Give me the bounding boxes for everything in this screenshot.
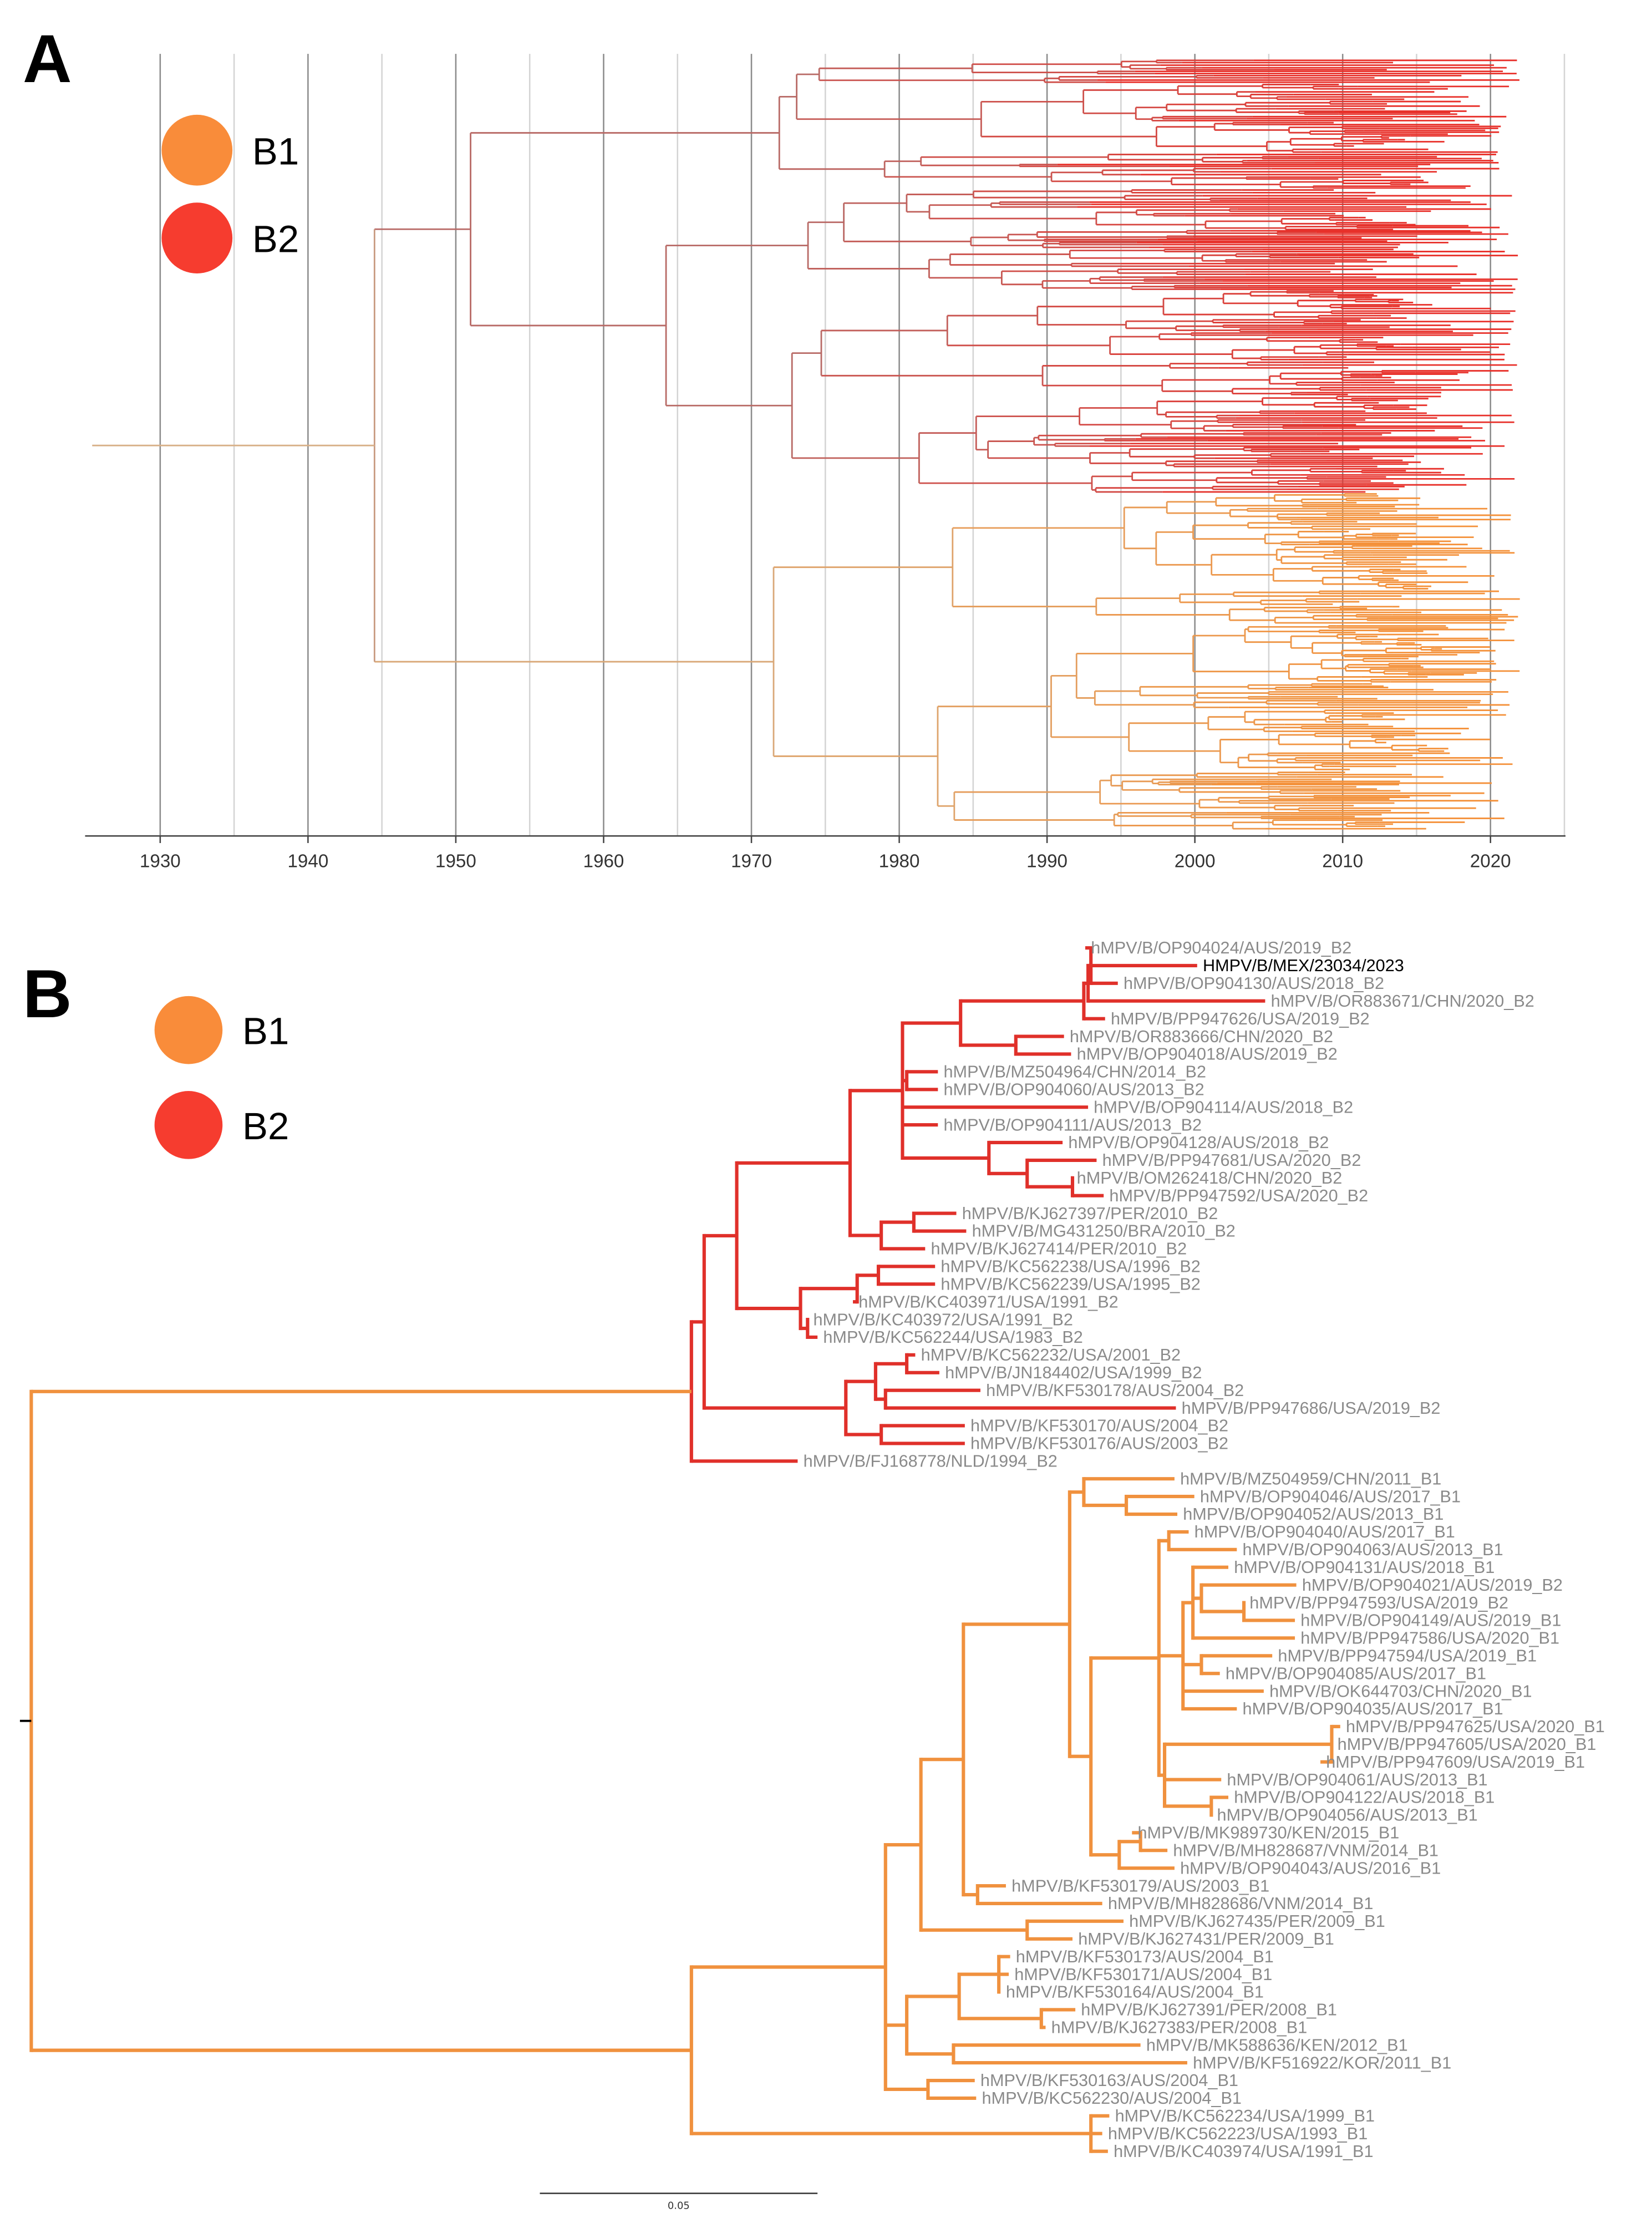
tip-label: hMPV/B/KC403972/USA/1991_B2 [814, 1310, 1073, 1329]
tip-label: hMPV/B/OP904085/AUS/2017_B1 [1226, 1664, 1486, 1683]
panel-b-legend: B1 B2 [154, 996, 289, 1159]
tip-label: hMPV/B/PP947594/USA/2019_B1 [1278, 1646, 1537, 1665]
x-tick-label: 1930 [140, 851, 181, 871]
tip-label: hMPV/B/OP904122/AUS/2018_B1 [1234, 1788, 1495, 1807]
tip-label: hMPV/B/OR883666/CHN/2020_B2 [1070, 1027, 1333, 1046]
legend-b2-swatch [154, 1091, 223, 1159]
tip-label: hMPV/B/PP947605/USA/2020_B1 [1338, 1735, 1597, 1754]
tip-label: hMPV/B/KF530176/AUS/2003_B2 [970, 1434, 1228, 1453]
tip-label: hMPV/B/OP904052/AUS/2013_B1 [1183, 1505, 1443, 1524]
tip-label: hMPV/B/OP904024/AUS/2019_B2 [1091, 938, 1351, 957]
tip-label: hMPV/B/MZ504964/CHN/2014_B2 [944, 1063, 1206, 1082]
legend-b2-label: B2 [242, 1105, 289, 1148]
panel-b-tree [19, 946, 1340, 2153]
tip-label: hMPV/B/OP904046/AUS/2017_B1 [1200, 1487, 1461, 1506]
tip-label: hMPV/B/OP904060/AUS/2013_B2 [944, 1080, 1204, 1099]
legend-b2-swatch [161, 202, 233, 274]
tip-label: hMPV/B/KJ627383/PER/2008_B1 [1051, 2018, 1308, 2037]
tip-label: hMPV/B/PP947593/USA/2019_B2 [1249, 1593, 1508, 1612]
scale-bar-label: 0.05 [668, 2200, 690, 2212]
tip-label: hMPV/B/MZ504959/CHN/2011_B1 [1180, 1469, 1441, 1488]
tip-label: hMPV/B/MH828686/VNM/2014_B1 [1108, 1894, 1374, 1913]
highlighted-tip-label: HMPV/B/MEX/23034/2023 [1203, 956, 1404, 975]
legend-b1-label: B1 [252, 130, 299, 172]
tip-label: hMPV/B/MH828687/VNM/2014_B1 [1173, 1841, 1438, 1860]
tip-label: hMPV/B/KC403974/USA/1991_B1 [1114, 2142, 1373, 2161]
x-tick-label: 1970 [731, 851, 772, 871]
tip-label: hMPV/B/OP904043/AUS/2016_B1 [1180, 1859, 1441, 1877]
tip-label: hMPV/B/OP904061/AUS/2013_B1 [1227, 1770, 1487, 1789]
tip-label: hMPV/B/OP904114/AUS/2018_B2 [1094, 1098, 1353, 1116]
tip-label: hMPV/B/PP947625/USA/2020_B1 [1346, 1717, 1605, 1736]
tip-label: hMPV/B/OM262418/CHN/2020_B2 [1077, 1169, 1343, 1187]
tip-label: hMPV/B/PP947681/USA/2020_B2 [1102, 1151, 1361, 1170]
tip-label: hMPV/B/PP947686/USA/2019_B2 [1182, 1399, 1441, 1418]
panel-a-tree [92, 59, 1520, 830]
tip-label: hMPV/B/OP904040/AUS/2017_B1 [1194, 1522, 1455, 1541]
x-tick-label: 2000 [1175, 851, 1216, 871]
tip-label: hMPV/B/PP947626/USA/2019_B2 [1111, 1009, 1370, 1028]
tip-label: hMPV/B/KC562238/USA/1996_B2 [941, 1257, 1200, 1276]
tip-label: hMPV/B/OP904063/AUS/2013_B1 [1243, 1540, 1503, 1559]
legend-b1-swatch [161, 114, 233, 186]
tip-label: hMPV/B/OP904149/AUS/2019_B1 [1300, 1611, 1561, 1630]
x-tick-label: 1990 [1026, 851, 1068, 871]
tip-label: hMPV/B/MG431250/BRA/2010_B2 [972, 1222, 1236, 1241]
tip-label: hMPV/B/PP947592/USA/2020_B2 [1109, 1186, 1368, 1205]
tip-label: hMPV/B/FJ168778/NLD/1994_B2 [804, 1452, 1058, 1471]
tip-label: hMPV/B/KC562223/USA/1993_B1 [1108, 2124, 1368, 2143]
panel-a-time-tree: 1930 1940 1950 1960 1970 1980 1990 2000 2010 2020… [23, 21, 1565, 871]
tip-label: hMPV/B/KC562239/USA/1995_B2 [941, 1275, 1200, 1293]
tip-label: hMPV/B/OP904021/AUS/2019_B2 [1302, 1576, 1563, 1595]
x-tick-label: 2020 [1470, 851, 1511, 871]
tip-label: hMPV/B/KJ627414/PER/2010_B2 [931, 1240, 1187, 1258]
tip-label: hMPV/B/OP904131/AUS/2018_B1 [1234, 1558, 1495, 1577]
panel-b-distance-tree: B B1 B2 hMPV/B/OP904024/AUS/2019_B2HMPV/… [19, 938, 1605, 2212]
tip-label: hMPV/B/OP904018/AUS/2019_B2 [1077, 1045, 1338, 1064]
legend-b1-swatch [154, 996, 223, 1064]
tip-label: hMPV/B/KC562232/USA/2001_B2 [921, 1346, 1181, 1364]
tip-label: hMPV/B/KJ627397/PER/2010_B2 [962, 1204, 1218, 1223]
tip-label: hMPV/B/PP947586/USA/2020_B1 [1300, 1629, 1559, 1648]
tip-label: hMPV/B/KJ627431/PER/2009_B1 [1078, 1930, 1334, 1948]
tip-label: hMPV/B/MK989730/KEN/2015_B1 [1138, 1824, 1400, 1843]
x-tick-label: 1950 [435, 851, 476, 871]
tip-label: hMPV/B/KF530171/AUS/2004_B1 [1014, 1965, 1272, 1984]
panel-a-x-ticks: 1930 1940 1950 1960 1970 1980 1990 2000 2010 2020 [140, 836, 1511, 871]
tip-label: hMPV/B/KJ627435/PER/2009_B1 [1129, 1912, 1385, 1931]
legend-b1-label: B1 [242, 1010, 289, 1053]
tip-label: hMPV/B/JN184402/USA/1999_B2 [945, 1363, 1202, 1382]
tip-label: hMPV/B/OP904056/AUS/2013_B1 [1217, 1806, 1478, 1825]
tip-label: hMPV/B/PP947609/USA/2019_B1 [1326, 1753, 1585, 1772]
panel-b-letter: B [23, 956, 72, 1032]
x-tick-label: 2010 [1322, 851, 1363, 871]
tip-label: hMPV/B/KC562230/AUS/2004_B1 [982, 2089, 1242, 2108]
tip-label: hMPV/B/KC562234/USA/1999_B1 [1115, 2107, 1375, 2125]
tip-label: hMPV/B/KF530164/AUS/2004_B1 [1006, 1983, 1264, 2002]
tip-label: hMPV/B/OP904128/AUS/2018_B2 [1068, 1133, 1329, 1152]
x-tick-label: 1960 [583, 851, 624, 871]
tip-label: hMPV/B/KC403971/USA/1991_B2 [858, 1292, 1118, 1311]
tip-label: hMPV/B/KF530178/AUS/2004_B2 [986, 1381, 1244, 1400]
tip-label: hMPV/B/OR883671/CHN/2020_B2 [1271, 992, 1534, 1011]
tip-label: hMPV/B/OK644703/CHN/2020_B1 [1269, 1682, 1532, 1701]
tip-label: hMPV/B/KF530173/AUS/2004_B1 [1016, 1947, 1274, 1966]
tip-label: hMPV/B/KJ627391/PER/2008_B1 [1081, 2001, 1337, 2019]
tip-label: hMPV/B/OP904130/AUS/2018_B2 [1124, 974, 1384, 993]
x-tick-label: 1980 [879, 851, 920, 871]
tip-label: hMPV/B/OP904111/AUS/2013_B2 [944, 1115, 1202, 1134]
x-tick-label: 1940 [287, 851, 328, 871]
tip-label: hMPV/B/KF530163/AUS/2004_B1 [980, 2071, 1238, 2090]
tip-label: hMPV/B/KF516922/KOR/2011_B1 [1193, 2053, 1451, 2072]
tip-label: hMPV/B/MK588636/KEN/2012_B1 [1146, 2036, 1408, 2054]
tip-label: hMPV/B/KF530179/AUS/2003_B1 [1011, 1876, 1269, 1895]
panel-a-legend: B1 B2 [161, 114, 299, 274]
panel-a-letter: A [23, 21, 72, 97]
legend-b2-label: B2 [252, 218, 299, 261]
tip-label: hMPV/B/KC562244/USA/1983_B2 [823, 1328, 1082, 1347]
tip-label: hMPV/B/OP904035/AUS/2017_B1 [1243, 1699, 1503, 1718]
panel-b-tip-labels: hMPV/B/OP904024/AUS/2019_B2HMPV/B/MEX/23… [804, 938, 1605, 2161]
tip-label: hMPV/B/KF530170/AUS/2004_B2 [970, 1417, 1228, 1435]
